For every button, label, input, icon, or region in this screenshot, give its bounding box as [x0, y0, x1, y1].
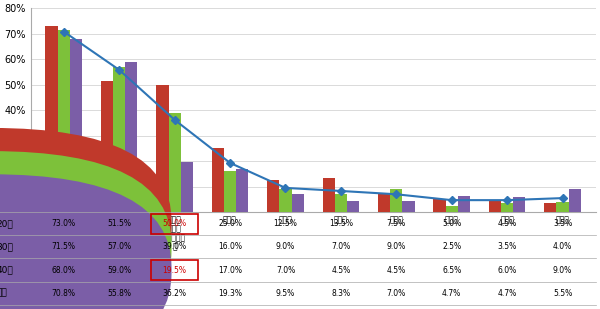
- Text: 25.0%: 25.0%: [218, 219, 242, 228]
- Bar: [556, 202, 569, 212]
- Bar: [347, 201, 359, 212]
- Bar: [501, 203, 513, 212]
- Text: 9.0%: 9.0%: [276, 242, 295, 252]
- Bar: [433, 199, 446, 212]
- Bar: [101, 81, 113, 212]
- Text: 9.0%: 9.0%: [553, 265, 572, 275]
- Text: 59.0%: 59.0%: [107, 265, 131, 275]
- Bar: [446, 206, 458, 212]
- Text: 7.0%: 7.0%: [276, 265, 295, 275]
- Bar: [292, 194, 304, 212]
- Text: 4.5%: 4.5%: [331, 265, 350, 275]
- Text: 36.2%: 36.2%: [163, 289, 187, 298]
- Text: 8.3%: 8.3%: [331, 289, 350, 298]
- Bar: [458, 196, 470, 212]
- Text: 9.0%: 9.0%: [386, 242, 406, 252]
- Text: 3.5%: 3.5%: [553, 219, 572, 228]
- Text: 30代: 30代: [0, 242, 13, 252]
- Text: 2.5%: 2.5%: [442, 242, 461, 252]
- Text: 6.0%: 6.0%: [497, 265, 517, 275]
- Text: 5.5%: 5.5%: [553, 289, 572, 298]
- Text: 68.0%: 68.0%: [52, 265, 76, 275]
- Text: 16.0%: 16.0%: [218, 242, 242, 252]
- Bar: [280, 189, 292, 212]
- Bar: [335, 194, 347, 212]
- Text: 4.0%: 4.0%: [553, 242, 572, 252]
- Text: 4.5%: 4.5%: [386, 265, 406, 275]
- Bar: [224, 171, 236, 212]
- Text: 全体: 全体: [0, 289, 7, 298]
- Text: 50.0%: 50.0%: [163, 219, 187, 228]
- Bar: [113, 67, 125, 212]
- Text: 3.5%: 3.5%: [497, 242, 517, 252]
- Bar: [125, 62, 137, 212]
- Bar: [181, 163, 193, 212]
- Text: 20代: 20代: [0, 219, 13, 228]
- Bar: [403, 201, 415, 212]
- Text: 71.5%: 71.5%: [52, 242, 76, 252]
- Bar: [513, 197, 526, 212]
- Text: 9.5%: 9.5%: [276, 289, 295, 298]
- Text: 7.0%: 7.0%: [386, 289, 406, 298]
- Bar: [489, 201, 501, 212]
- Text: 57.0%: 57.0%: [107, 242, 131, 252]
- Bar: [267, 180, 280, 212]
- Text: 13.5%: 13.5%: [329, 219, 353, 228]
- Text: 39.0%: 39.0%: [163, 242, 187, 252]
- Bar: [70, 39, 82, 212]
- Text: 70.8%: 70.8%: [52, 289, 76, 298]
- Text: 51.5%: 51.5%: [107, 219, 131, 228]
- Text: 4.5%: 4.5%: [497, 219, 517, 228]
- Bar: [157, 85, 169, 212]
- Bar: [390, 189, 403, 212]
- Text: 55.8%: 55.8%: [107, 289, 131, 298]
- Text: 12.5%: 12.5%: [274, 219, 298, 228]
- Bar: [46, 26, 58, 212]
- Bar: [236, 169, 248, 212]
- Text: 4.7%: 4.7%: [497, 289, 517, 298]
- Bar: [212, 148, 224, 212]
- Bar: [169, 113, 181, 212]
- Text: 6.5%: 6.5%: [442, 265, 461, 275]
- Bar: [378, 193, 390, 212]
- Text: 7.0%: 7.0%: [331, 242, 350, 252]
- Text: 7.5%: 7.5%: [386, 219, 406, 228]
- Text: 19.3%: 19.3%: [218, 289, 242, 298]
- Text: 40代: 40代: [0, 265, 13, 275]
- Text: 17.0%: 17.0%: [218, 265, 242, 275]
- Text: 4.7%: 4.7%: [442, 289, 461, 298]
- Text: 19.5%: 19.5%: [163, 265, 187, 275]
- Bar: [58, 30, 70, 212]
- Text: 5.0%: 5.0%: [442, 219, 461, 228]
- Bar: [323, 178, 335, 212]
- Bar: [544, 203, 556, 212]
- Bar: [569, 189, 581, 212]
- Text: 73.0%: 73.0%: [52, 219, 76, 228]
